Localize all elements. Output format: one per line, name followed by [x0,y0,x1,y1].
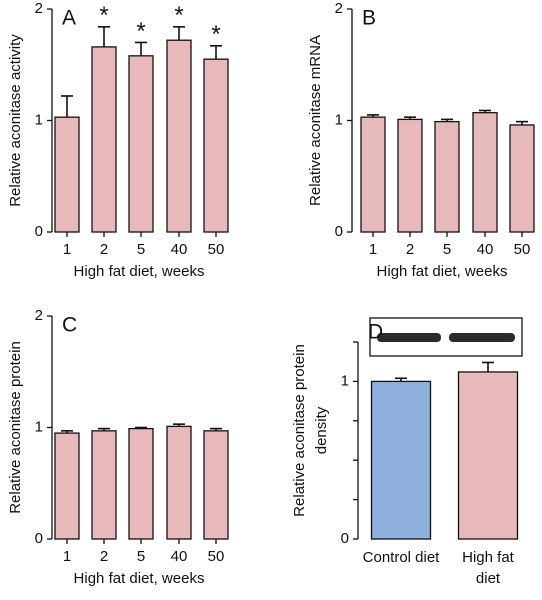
y-tick-label: 2 [35,0,43,17]
bar [434,120,460,233]
y-tick-label: 0 [341,530,349,547]
bar [166,39,192,233]
bar [166,425,192,540]
x-tick-label: 5 [137,548,145,565]
bar [54,116,80,233]
panel-label: A [62,7,76,30]
panel-label: C [62,314,77,337]
significance-marker: * [136,18,145,45]
x-tick-label: 2 [100,548,108,565]
y-axis-label: Relative aconitase protein [7,341,24,514]
bar [128,427,154,540]
y-tick-label: 0 [35,223,43,240]
x-tick-label: 1 [63,241,71,258]
x-tick-label: 40 [477,241,494,258]
bar [370,380,432,540]
x-tick-label: 1 [369,241,377,258]
y-axis-label: Relative aconitase mRNA [307,35,324,206]
bar [360,116,386,233]
bar [203,58,229,233]
bar [472,112,498,233]
x-tick-label: 5 [137,241,145,258]
y-axis-label: Relative aconitase activity [7,34,24,207]
x-tick-label: 50 [208,241,225,258]
bar [397,118,423,233]
y-tick-label: 1 [35,111,43,128]
x-axis-label: High fat diet, weeks [377,263,508,280]
x-axis-label: High fat diet, weeks [74,570,205,587]
bar [509,124,535,233]
y-axis-label: Relative aconitase protein [291,344,308,517]
x-tick-label: 1 [63,548,71,565]
x-axis-label: High fat diet, weeks [74,263,205,280]
y-tick-label: 1 [341,372,349,389]
bar [91,46,117,233]
panel-label: D [368,321,383,344]
x-tick-label-box: Control diet [362,549,440,566]
x-tick-label: 2 [406,241,414,258]
bar [203,430,229,540]
y-tick-label: 2 [335,0,343,17]
x-tick-label: High fat diet [462,549,514,587]
x-tick-label: 50 [514,241,531,258]
western-blot [369,317,523,357]
bar [91,430,117,540]
y-tick-label: 1 [335,111,343,128]
x-tick-label: 40 [171,241,188,258]
significance-marker: * [99,2,108,29]
x-tick-label: 50 [208,548,225,565]
y-tick-label: 1 [35,418,43,435]
y-tick-label: 2 [35,307,43,324]
panel-label: B [362,7,376,30]
y-tick-label: 0 [335,223,343,240]
bar [128,55,154,233]
y-tick-label: 0 [35,530,43,547]
x-tick-label-box: High fat diet [462,549,514,587]
x-tick-label: 2 [100,241,108,258]
x-tick-label: 40 [171,548,188,565]
bar [54,432,80,540]
significance-marker: * [174,2,183,29]
y-axis-label: density [313,406,330,454]
significance-marker: * [211,21,220,48]
bar [457,371,519,540]
x-tick-label: Control diet [362,549,440,566]
x-tick-label: 5 [443,241,451,258]
